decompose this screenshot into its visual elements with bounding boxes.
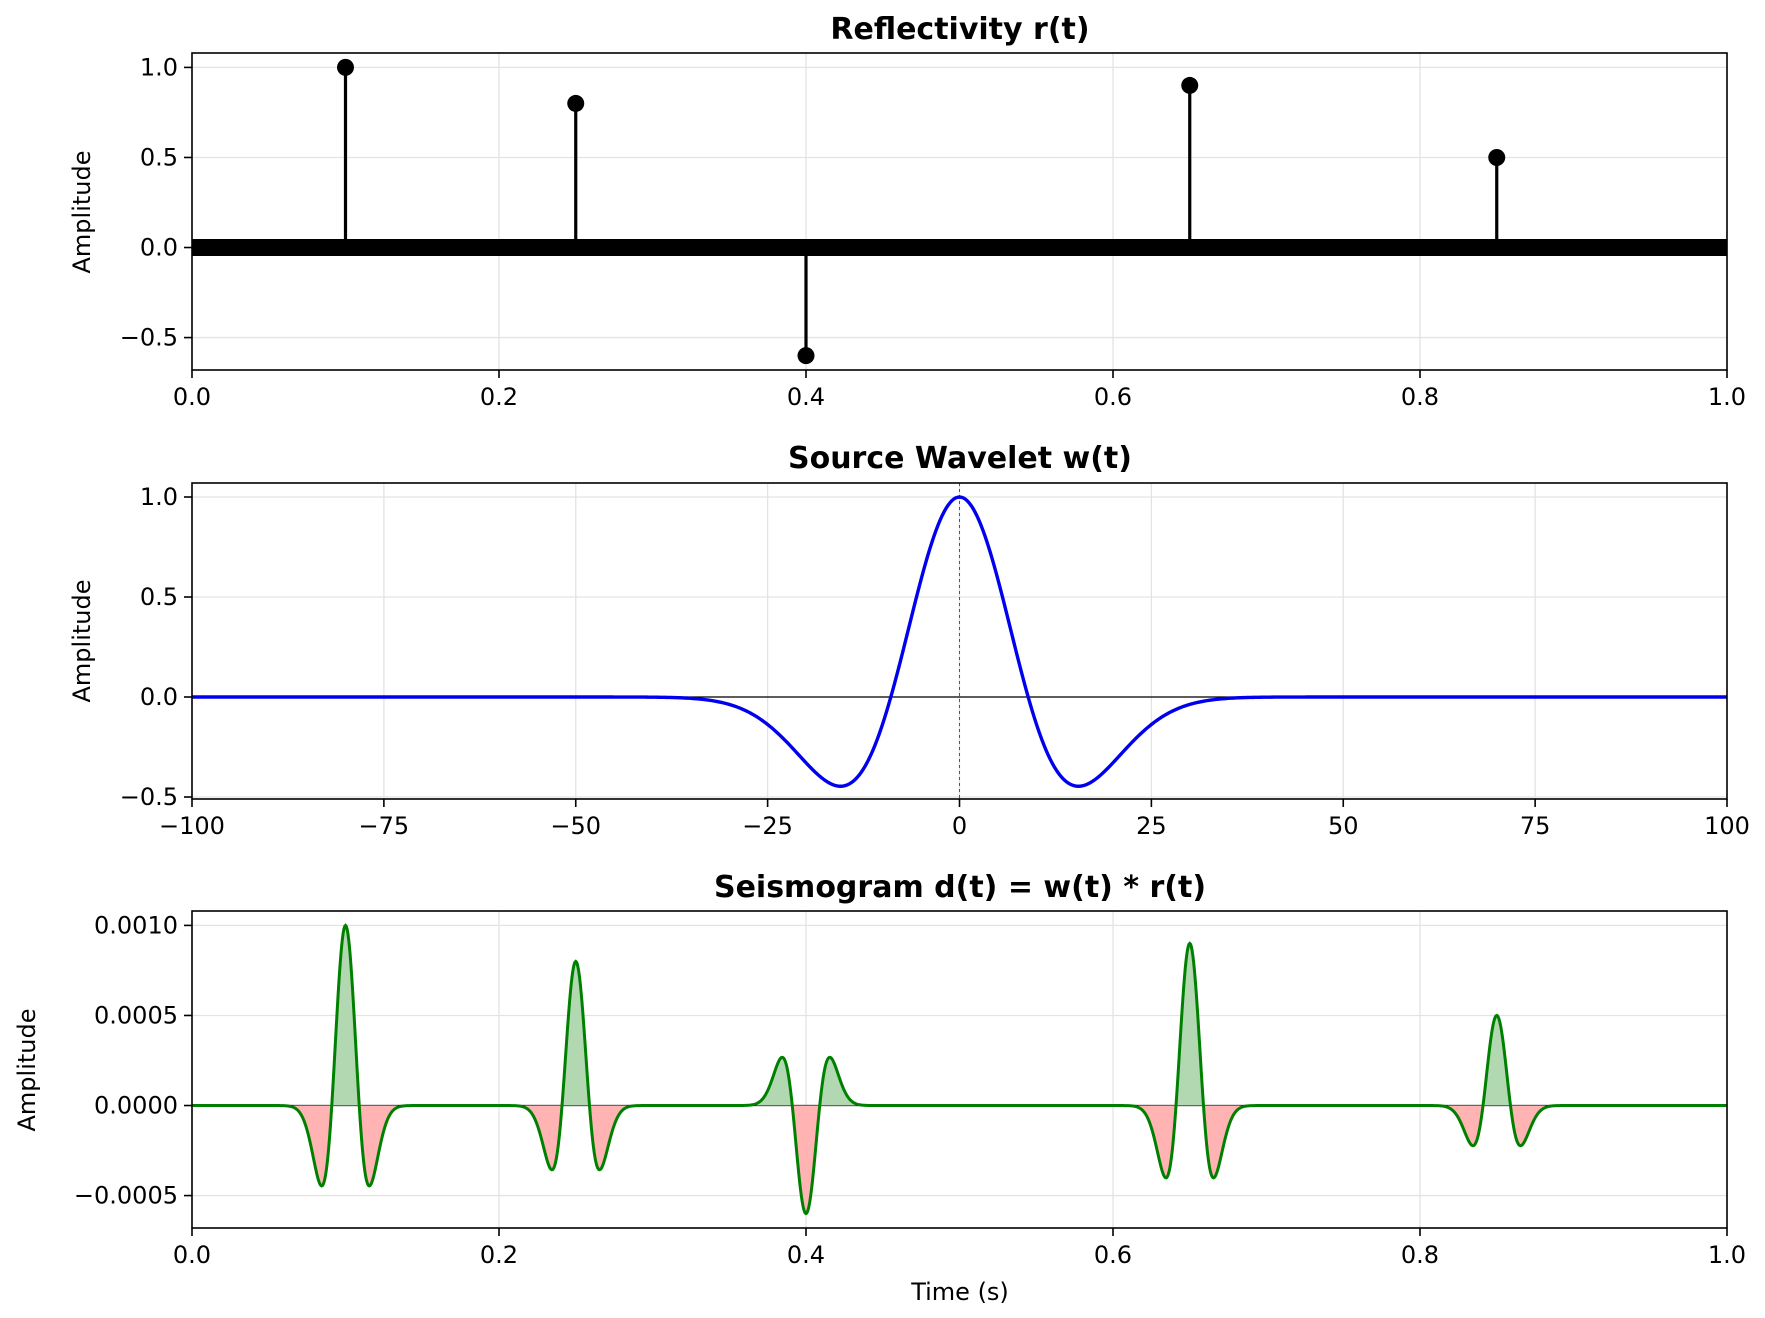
reflectivity-stems bbox=[337, 58, 1506, 365]
seismogram-panel: Seismogram d(t) = w(t) * r(t) Amplitude … bbox=[13, 870, 1746, 1306]
seismogram-ylabel: Amplitude bbox=[13, 1009, 41, 1132]
seismogram-line bbox=[192, 923, 1727, 1216]
wavelet-xtick-label: 75 bbox=[1520, 812, 1551, 840]
reflectivity-frame bbox=[191, 52, 1728, 371]
wavelet-xtick-label: −100 bbox=[159, 812, 225, 840]
wavelet-xtick-label: 0 bbox=[952, 812, 967, 840]
wavelet-ytick-label: −0.5 bbox=[120, 783, 178, 811]
seismogram-xtick-label: 0.4 bbox=[787, 1241, 825, 1269]
reflectivity-title: Reflectivity r(t) bbox=[830, 12, 1089, 47]
seismogram-positive-fill bbox=[192, 925, 1727, 1106]
reflectivity-xtick-label: 0.4 bbox=[787, 383, 825, 411]
wavelet-line bbox=[192, 495, 1727, 788]
wavelet-panel: Source Wavelet w(t) Amplitude −100 −75 −50… bbox=[68, 441, 1750, 840]
reflectivity-panel: Reflectivity r(t) Amplitude 0.0 0.2 0.4 0.6… bbox=[68, 12, 1746, 411]
reflectivity-stem-marker bbox=[797, 347, 815, 365]
wavelet-xtick-label: −50 bbox=[550, 812, 601, 840]
reflectivity-ytick-label: −0.5 bbox=[120, 324, 178, 352]
wavelet-ytick-label: 1.0 bbox=[140, 483, 178, 511]
seismogram-xtick-label: 0.2 bbox=[480, 1241, 518, 1269]
seismogram-xtick-label: 0.0 bbox=[173, 1241, 211, 1269]
wavelet-ytick-label: 0.0 bbox=[140, 683, 178, 711]
seismogram-xtick-label: 1.0 bbox=[1708, 1241, 1746, 1269]
reflectivity-xtick-label: 0.6 bbox=[1094, 383, 1132, 411]
reflectivity-ytick-label: 1.0 bbox=[140, 53, 178, 81]
wavelet-title: Source Wavelet w(t) bbox=[788, 441, 1132, 476]
seismogram-xlabel: Time (s) bbox=[910, 1278, 1009, 1306]
seismogram-xtick-label: 0.8 bbox=[1401, 1241, 1439, 1269]
seismogram-ytick-label: −0.0005 bbox=[74, 1182, 178, 1210]
wavelet-xtick-label: 50 bbox=[1328, 812, 1359, 840]
reflectivity-xtick-label: 0.0 bbox=[173, 383, 211, 411]
reflectivity-xtick-label: 0.8 bbox=[1401, 383, 1439, 411]
wavelet-xtick-label: −25 bbox=[742, 812, 793, 840]
wavelet-xtick-label: 25 bbox=[1136, 812, 1167, 840]
reflectivity-stem-marker bbox=[567, 94, 585, 112]
wavelet-curve bbox=[192, 495, 1727, 788]
reflectivity-ylabel: Amplitude bbox=[68, 151, 96, 274]
seismogram-frame bbox=[191, 910, 1728, 1229]
seismogram-ytick-label: 0.0005 bbox=[94, 1001, 178, 1029]
wavelet-frame bbox=[191, 482, 1728, 800]
wavelet-xtick-label: 100 bbox=[1704, 812, 1750, 840]
seismogram-ytick-label: 0.0000 bbox=[94, 1092, 178, 1120]
wavelet-ytick-label: 0.5 bbox=[140, 583, 178, 611]
seismogram-title: Seismogram d(t) = w(t) * r(t) bbox=[714, 870, 1206, 905]
wavelet-ylabel: Amplitude bbox=[68, 580, 96, 703]
wavelet-xtick-label: −75 bbox=[359, 812, 410, 840]
reflectivity-stem-marker bbox=[1488, 148, 1506, 166]
reflectivity-xtick-label: 1.0 bbox=[1708, 383, 1746, 411]
seismogram-ytick-label: 0.0010 bbox=[94, 911, 178, 939]
seismogram-trace bbox=[192, 923, 1727, 1216]
reflectivity-axes: 0.0 0.2 0.4 0.6 0.8 1.0 −0.5 0.0 0.5 1.0 bbox=[120, 52, 1746, 411]
reflectivity-xtick-label: 0.2 bbox=[480, 383, 518, 411]
reflectivity-stem-marker bbox=[1181, 76, 1199, 94]
seismogram-axes: 0.0 0.2 0.4 0.6 0.8 1.0 −0.0005 0.0000 0.0005 0.0… bbox=[74, 910, 1746, 1269]
seismogram-xtick-label: 0.6 bbox=[1094, 1241, 1132, 1269]
reflectivity-stem-marker bbox=[337, 58, 354, 76]
reflectivity-ytick-label: 0.5 bbox=[140, 143, 178, 171]
reflectivity-ytick-label: 0.0 bbox=[140, 234, 178, 262]
wavelet-axes: −100 −75 −50 −25 0 25 50 75 100 −0.5 0.0 0.5 1.0 bbox=[120, 482, 1750, 840]
